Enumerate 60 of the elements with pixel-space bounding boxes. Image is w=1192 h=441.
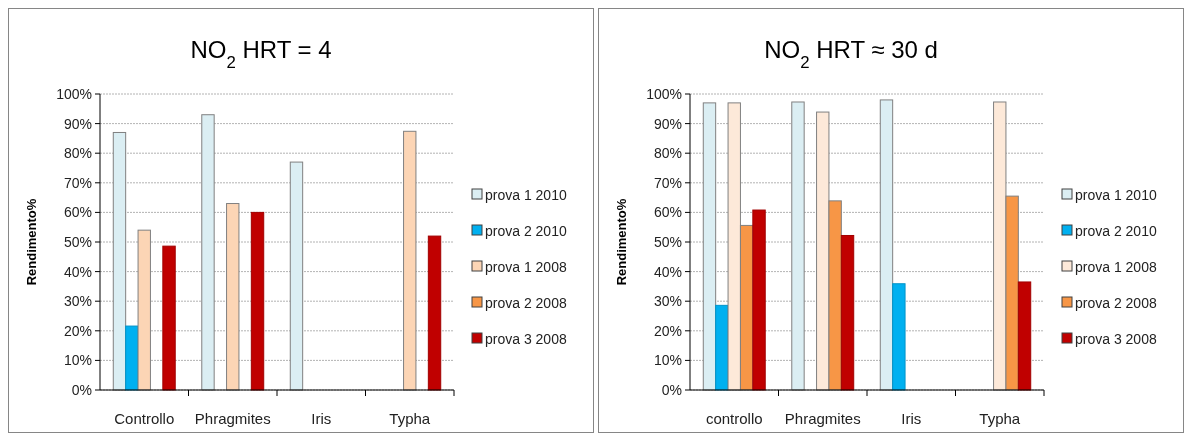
legend-label: prova 1 2010 — [485, 186, 567, 203]
y-tick-label: 30% — [653, 293, 682, 310]
legend-label: prova 2 2008 — [485, 294, 567, 311]
legend-label: prova 3 2008 — [1075, 330, 1157, 347]
x-tick-label: Phragmites — [784, 410, 861, 427]
y-axis-title: Rendimento% — [614, 198, 629, 286]
y-tick-label: 60% — [653, 204, 682, 221]
y-tick-label: 100% — [56, 85, 92, 102]
y-tick-label: 100% — [646, 85, 682, 102]
legend-label: prova 2 2010 — [1075, 222, 1157, 239]
x-tick-label: Typha — [979, 410, 1021, 427]
y-tick-label: 0% — [661, 381, 682, 398]
legend-label: prova 2 2010 — [485, 222, 567, 239]
y-tick-label: 80% — [63, 145, 92, 162]
bar — [427, 235, 442, 391]
y-tick-label: 60% — [63, 204, 92, 221]
y-tick-label: 10% — [653, 352, 682, 369]
bar — [702, 102, 717, 391]
chart-title: NO$_{2}$ HRT = 4 — [190, 36, 332, 72]
bar — [137, 229, 151, 391]
y-tick-label: 50% — [653, 233, 682, 250]
bar — [892, 283, 906, 391]
y-axis-title: Rendimento% — [24, 198, 39, 286]
x-tick-label: Typha — [389, 410, 431, 427]
bar — [226, 203, 240, 391]
bar — [1017, 281, 1032, 391]
y-tick-label: 50% — [63, 233, 92, 250]
legend-label: prova 3 2008 — [485, 330, 567, 347]
y-tick-label: 90% — [653, 115, 682, 132]
y-tick-label: 40% — [653, 263, 682, 280]
bar — [201, 114, 215, 391]
bar — [840, 234, 855, 391]
bar — [250, 211, 265, 391]
legend-label: prova 1 2010 — [1075, 186, 1157, 203]
x-tick-label: Controllo — [114, 410, 175, 427]
x-tick-label: Iris — [311, 410, 332, 427]
y-tick-label: 20% — [63, 322, 92, 339]
x-tick-label: controllo — [705, 410, 763, 427]
y-tick-label: 20% — [653, 322, 682, 339]
bar — [403, 130, 417, 391]
y-tick-label: 70% — [63, 174, 92, 191]
legend-label: prova 2 2008 — [1075, 294, 1157, 311]
x-tick-label: Phragmites — [194, 410, 271, 427]
bar — [879, 99, 894, 391]
y-tick-label: 40% — [63, 263, 92, 280]
bar — [162, 245, 176, 391]
y-tick-label: 0% — [71, 381, 92, 398]
bar — [791, 101, 805, 391]
bar — [289, 161, 304, 391]
bar — [752, 209, 766, 391]
bar — [112, 131, 127, 391]
legend-label: prova 1 2008 — [485, 258, 567, 275]
legend-label: prova 1 2008 — [1075, 258, 1157, 275]
y-tick-label: 70% — [653, 174, 682, 191]
y-tick-label: 10% — [63, 352, 92, 369]
x-tick-label: Iris — [901, 410, 922, 427]
y-tick-label: 90% — [63, 115, 92, 132]
y-tick-label: 30% — [63, 293, 92, 310]
chart-title: NO$_{2}$ HRT ≈ 30 d — [764, 36, 938, 72]
y-tick-label: 80% — [653, 145, 682, 162]
